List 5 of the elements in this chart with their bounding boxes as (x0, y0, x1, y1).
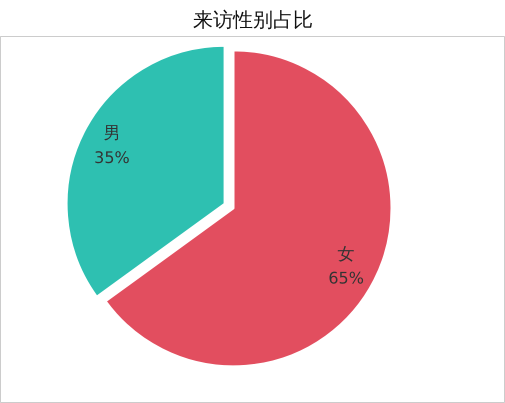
slice-label: 男 (103, 124, 120, 144)
data-label: 35% (94, 148, 130, 167)
chart-title: 来访性别占比 (193, 8, 313, 32)
data-label: 65% (328, 268, 364, 288)
slice-label: 女 (338, 244, 355, 264)
